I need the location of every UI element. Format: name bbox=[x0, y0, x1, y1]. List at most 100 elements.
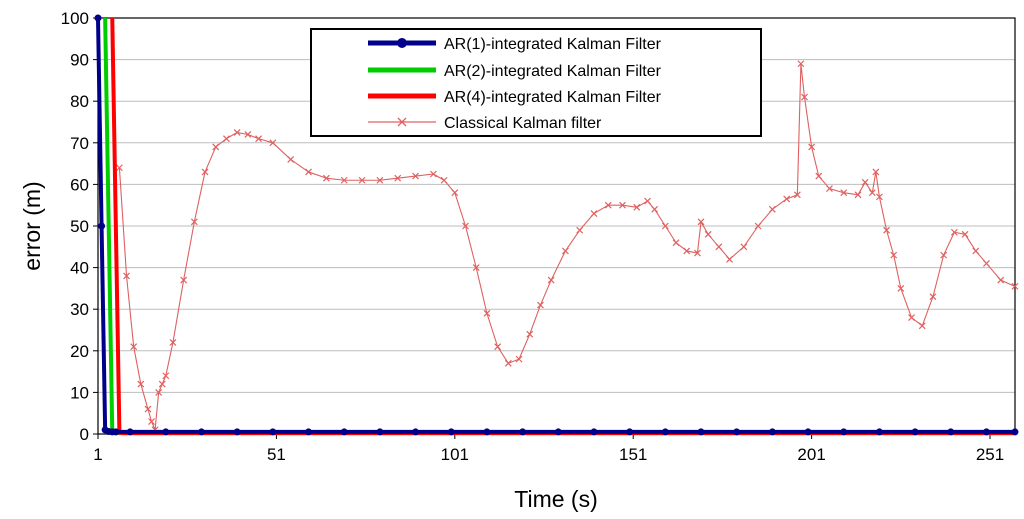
data-point bbox=[872, 168, 880, 176]
data-point bbox=[305, 168, 312, 176]
data-point bbox=[633, 203, 641, 211]
legend-label-ar4: AR(4)-integrated Kalman Filter bbox=[444, 89, 662, 106]
data-point bbox=[626, 428, 634, 436]
data-point bbox=[908, 314, 915, 321]
data-point bbox=[376, 428, 384, 436]
data-point bbox=[98, 222, 106, 230]
y-tick-label: 70 bbox=[70, 134, 89, 153]
series-3 bbox=[115, 60, 1019, 434]
data-point bbox=[804, 428, 812, 436]
data-point bbox=[826, 185, 833, 192]
data-point bbox=[683, 247, 691, 255]
y-tick-label: 80 bbox=[70, 92, 89, 111]
y-gridlines bbox=[98, 59, 1015, 393]
y-axis-ticks: 0 10 20 30 40 50 60 70 80 90 100 bbox=[61, 9, 98, 444]
y-tick-label: 20 bbox=[70, 342, 89, 361]
data-point bbox=[158, 380, 166, 388]
data-point bbox=[715, 243, 723, 251]
data-point bbox=[412, 172, 419, 180]
data-point bbox=[137, 380, 145, 388]
data-point bbox=[440, 176, 448, 184]
data-point bbox=[619, 201, 626, 209]
data-point bbox=[305, 428, 313, 436]
data-point bbox=[462, 222, 469, 230]
data-point bbox=[651, 205, 659, 213]
data-point bbox=[451, 189, 459, 197]
data-point bbox=[918, 322, 926, 330]
data-point bbox=[201, 168, 209, 176]
data-point bbox=[929, 293, 937, 301]
y-tick-label: 40 bbox=[70, 259, 89, 278]
data-point bbox=[504, 359, 512, 367]
data-point bbox=[704, 230, 712, 238]
data-point bbox=[875, 428, 883, 436]
data-point bbox=[376, 176, 384, 184]
data-point bbox=[244, 131, 252, 138]
data-point bbox=[940, 251, 948, 259]
legend-box bbox=[310, 28, 762, 137]
y-tick-label: 0 bbox=[80, 425, 89, 444]
data-point bbox=[801, 93, 808, 101]
data-point bbox=[733, 428, 741, 436]
data-point bbox=[783, 195, 791, 203]
legend-marker-classical bbox=[397, 117, 407, 127]
data-point bbox=[1011, 428, 1019, 436]
data-point bbox=[982, 428, 990, 436]
data-point bbox=[590, 210, 598, 217]
data-point bbox=[190, 218, 198, 226]
data-point bbox=[547, 276, 555, 284]
data-point bbox=[148, 418, 155, 425]
data-point bbox=[126, 428, 134, 436]
data-point bbox=[123, 272, 130, 280]
data-point bbox=[223, 135, 230, 143]
data-point bbox=[947, 428, 955, 436]
data-point bbox=[322, 174, 330, 182]
data-point bbox=[768, 205, 776, 213]
data-point bbox=[697, 218, 705, 226]
data-point bbox=[897, 284, 905, 292]
data-point bbox=[868, 189, 876, 197]
data-point bbox=[983, 260, 990, 267]
y-tick-label: 50 bbox=[70, 217, 89, 236]
data-point bbox=[840, 428, 848, 436]
data-point bbox=[94, 14, 102, 22]
data-point bbox=[472, 264, 480, 272]
data-point bbox=[197, 428, 205, 436]
data-point bbox=[604, 201, 612, 209]
data-point bbox=[854, 191, 862, 199]
x-axis-title: Time (s) bbox=[514, 486, 597, 512]
data-point bbox=[694, 249, 701, 257]
y-tick-label: 90 bbox=[70, 51, 89, 70]
data-point bbox=[429, 170, 437, 178]
data-point bbox=[269, 139, 277, 147]
data-point bbox=[576, 226, 584, 234]
data-point bbox=[840, 189, 848, 197]
data-point bbox=[797, 60, 805, 68]
legend-label-classical: Classical Kalman filter bbox=[444, 115, 602, 132]
data-point bbox=[972, 247, 980, 255]
data-point bbox=[793, 191, 801, 199]
legend: AR(1)-integrated Kalman Filter AR(2)-int… bbox=[310, 28, 762, 137]
data-point bbox=[483, 428, 491, 436]
data-point bbox=[155, 388, 163, 396]
y-tick-label: 10 bbox=[70, 383, 89, 402]
x-tick-label: 251 bbox=[976, 445, 1004, 464]
data-point bbox=[726, 255, 733, 263]
data-point bbox=[515, 355, 523, 363]
data-point bbox=[233, 128, 241, 136]
data-point bbox=[672, 239, 680, 247]
data-point bbox=[255, 135, 262, 143]
data-point bbox=[644, 197, 651, 205]
data-point bbox=[875, 193, 883, 201]
y-tick-label: 60 bbox=[70, 175, 89, 194]
data-point bbox=[808, 143, 816, 151]
data-point bbox=[494, 343, 502, 351]
data-point bbox=[661, 428, 669, 436]
data-point bbox=[754, 222, 762, 230]
legend-label-ar2: AR(2)-integrated Kalman Filter bbox=[444, 63, 662, 80]
x-tick-label: 101 bbox=[441, 445, 469, 464]
data-point bbox=[911, 428, 919, 436]
data-point bbox=[554, 428, 562, 436]
data-point bbox=[340, 176, 348, 184]
